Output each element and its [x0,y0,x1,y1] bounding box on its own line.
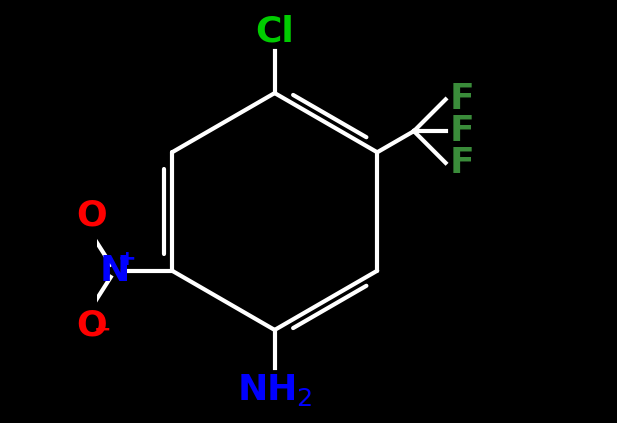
Text: N: N [100,254,130,288]
Text: Cl: Cl [255,15,294,49]
Text: O: O [77,309,107,343]
Text: F: F [450,146,474,180]
Text: F: F [450,82,474,116]
Text: O: O [77,199,107,233]
Text: F: F [450,114,474,148]
Text: NH$_2$: NH$_2$ [237,372,312,408]
Text: −: − [94,319,111,339]
Text: +: + [117,249,136,269]
